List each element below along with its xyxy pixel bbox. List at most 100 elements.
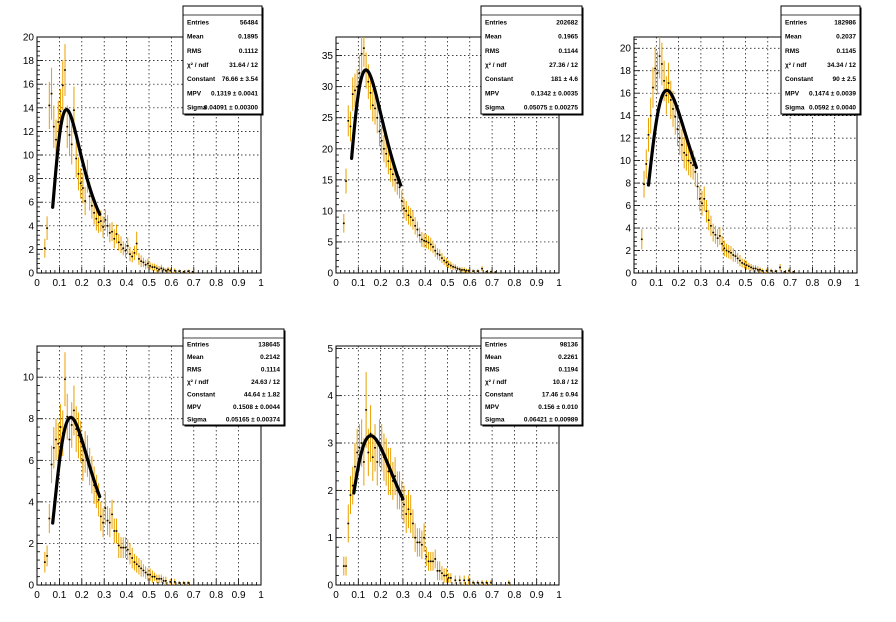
point-marker [131, 255, 133, 258]
data-point [45, 545, 49, 567]
data-point [727, 244, 730, 259]
point-marker [144, 263, 147, 266]
data-point [725, 243, 728, 258]
point-marker [378, 130, 381, 133]
stats-label: Sigma [187, 416, 207, 423]
stats-label: Sigma [187, 104, 207, 111]
point-marker [73, 409, 75, 412]
data-point [162, 267, 165, 272]
stats-label: RMS [485, 367, 500, 374]
stats-value: 0.1342 ± 0.0035 [531, 90, 578, 97]
data-point [720, 235, 724, 252]
stats-value: 138645 [258, 342, 280, 349]
data-point [101, 508, 105, 538]
point-marker [387, 160, 390, 163]
data-point [732, 248, 735, 262]
point-marker [687, 159, 690, 162]
data-point [77, 157, 80, 191]
point-marker [467, 270, 470, 272]
plot-frame [335, 345, 560, 586]
data-point [703, 186, 706, 212]
point-marker [365, 409, 367, 411]
data-point [135, 231, 138, 256]
data-point [351, 77, 354, 111]
point-marker [710, 225, 712, 227]
stats-label: MPV [187, 90, 202, 97]
point-marker [109, 232, 111, 234]
point-marker [374, 107, 376, 110]
stats-box-frame [480, 5, 583, 115]
data-point [640, 229, 643, 250]
data-point [683, 137, 686, 169]
data-point [369, 405, 372, 462]
point-marker [416, 541, 419, 544]
point-marker [663, 80, 665, 82]
data-point [50, 445, 53, 484]
data-point [716, 229, 719, 248]
stats-value: 0.2142 [260, 354, 280, 361]
point-marker [369, 432, 372, 435]
x-tick-label: 0 [34, 278, 40, 289]
data-point [162, 576, 165, 585]
data-point [443, 568, 446, 583]
point-marker [788, 269, 790, 272]
data-point [647, 117, 650, 152]
data-point [407, 205, 410, 225]
data-point [658, 37, 661, 79]
point-marker [716, 237, 719, 239]
data-point [68, 113, 71, 157]
point-marker [347, 120, 350, 122]
data-point [734, 250, 737, 262]
point-marker [115, 530, 118, 532]
point-marker [696, 185, 699, 188]
point-marker [385, 152, 387, 155]
point-marker [438, 254, 441, 256]
stats-value: 31.64 / 12 [229, 62, 258, 69]
point-marker [363, 461, 365, 463]
stats-label: RMS [485, 48, 500, 55]
point-marker [187, 582, 189, 584]
data-point [405, 495, 408, 533]
x-tick-label: 0.9 [530, 278, 544, 289]
data-point [342, 556, 345, 576]
point-marker [672, 108, 674, 110]
point-marker [425, 555, 428, 558]
data-point [445, 258, 448, 267]
landau-fit-curve [51, 415, 102, 525]
histogram-panel-1: 0 0.1 0.2 0.3 0.4 0.5 0.6 0.7 0.8 0.9 102468101214… [23, 5, 264, 289]
point-marker [111, 230, 113, 233]
point-marker [48, 104, 51, 107]
x-tick-label: 0.8 [507, 590, 521, 601]
point-marker [100, 515, 102, 518]
data-point [164, 268, 167, 273]
data-point [696, 172, 699, 200]
data-point [698, 186, 701, 212]
x-tick-label: 0.2 [75, 278, 89, 289]
x-tick-label: 0.5 [739, 278, 753, 289]
data-point [443, 256, 446, 265]
point-marker [182, 271, 185, 273]
data-point [472, 269, 475, 273]
x-tick-label: 0.1 [649, 278, 663, 289]
data-point [642, 170, 646, 198]
y-tick-label: 2 [28, 245, 34, 256]
data-point [418, 528, 421, 557]
data-point [119, 537, 123, 558]
point-marker [109, 521, 111, 524]
data-point [155, 264, 158, 272]
y-tick-label: 20 [620, 44, 632, 55]
x-tick-label: 0 [333, 278, 339, 289]
point-marker [349, 125, 352, 128]
data-point [678, 121, 681, 155]
data-point [160, 264, 163, 272]
data-point [436, 561, 439, 581]
data-point [178, 580, 181, 585]
point-marker [707, 219, 710, 221]
point-marker [756, 268, 759, 271]
point-marker [407, 214, 410, 217]
data-point [405, 200, 408, 221]
point-marker [750, 266, 752, 269]
y-tick-label: 10 [322, 206, 334, 217]
histogram-panel-4: 0 0.1 0.2 0.3 0.4 0.5 0.6 0.7 0.8 0.9 10246810Entr… [23, 328, 286, 601]
point-marker [425, 240, 428, 243]
